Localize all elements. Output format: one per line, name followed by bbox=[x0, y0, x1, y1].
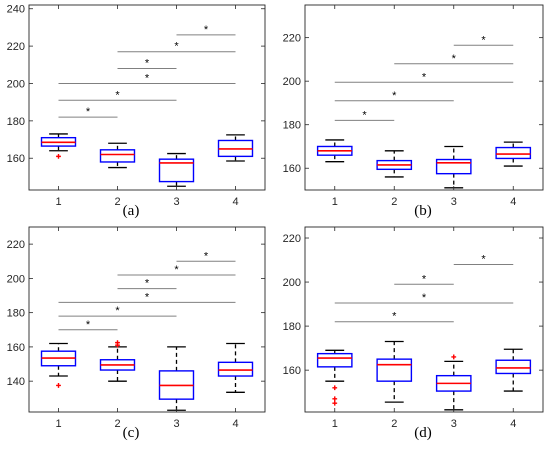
significance-marker: * bbox=[86, 319, 91, 331]
significance-marker: * bbox=[145, 278, 150, 290]
axes-frame bbox=[28, 226, 266, 413]
x-tick-label: 3 bbox=[173, 196, 179, 208]
x-tick-label: 3 bbox=[173, 418, 179, 430]
significance-marker: * bbox=[145, 291, 150, 303]
y-tick-label: 200 bbox=[283, 277, 301, 289]
significance-marker: * bbox=[86, 106, 91, 118]
significance-marker: * bbox=[115, 305, 120, 317]
box bbox=[316, 352, 353, 368]
box bbox=[99, 149, 136, 163]
outlier-marker bbox=[332, 400, 338, 406]
y-tick-label: 220 bbox=[283, 233, 301, 245]
x-tick-label: 3 bbox=[451, 196, 457, 208]
y-tick-label: 180 bbox=[283, 120, 301, 132]
y-tick-label: 200 bbox=[283, 76, 301, 88]
y-tick-label: 180 bbox=[283, 321, 301, 333]
axes-frame bbox=[304, 226, 544, 413]
panel-label-b: (b) bbox=[414, 203, 432, 219]
significance-marker: * bbox=[145, 58, 150, 70]
x-tick-label: 2 bbox=[391, 418, 397, 430]
axes-frame bbox=[28, 4, 266, 191]
x-tick-label: 1 bbox=[55, 418, 61, 430]
significance-marker: * bbox=[422, 273, 427, 285]
y-tick-label: 220 bbox=[283, 33, 301, 45]
significance-marker: * bbox=[145, 72, 150, 84]
significance-marker: * bbox=[392, 90, 397, 102]
y-tick-label: 160 bbox=[283, 365, 301, 377]
outlier-marker bbox=[56, 153, 61, 159]
chart-panel-4: * * * * 160 180 200 220 1 2 3 4 bbox=[283, 226, 544, 430]
significance-marker: * bbox=[422, 71, 427, 83]
outlier-marker bbox=[56, 383, 61, 388]
x-tick-label: 2 bbox=[391, 196, 397, 208]
outlier-marker bbox=[451, 354, 457, 360]
significance-marker: * bbox=[362, 109, 367, 121]
significance-marker: * bbox=[392, 311, 397, 323]
significance-marker: * bbox=[115, 89, 120, 101]
panel-label-c: (c) bbox=[122, 425, 140, 441]
x-tick-label: 1 bbox=[332, 418, 338, 430]
significance-marker: * bbox=[204, 24, 209, 36]
x-tick-label: 3 bbox=[451, 418, 457, 430]
y-tick-label: 160 bbox=[7, 342, 25, 354]
significance-marker: * bbox=[174, 41, 179, 53]
significance-marker: * bbox=[204, 250, 209, 262]
y-tick-label: 220 bbox=[7, 239, 25, 251]
x-tick-label: 4 bbox=[510, 196, 516, 208]
box bbox=[495, 359, 532, 375]
x-tick-label: 2 bbox=[114, 196, 120, 208]
significance-marker: * bbox=[481, 34, 486, 46]
axes-frame bbox=[304, 4, 544, 191]
chart-panel-2: * * * * * 160 180 200 220 1 2 3 4 bbox=[283, 4, 544, 208]
significance-marker: * bbox=[422, 292, 427, 304]
panel-label-d: (d) bbox=[414, 425, 432, 441]
box bbox=[495, 146, 532, 160]
x-tick-label: 4 bbox=[232, 196, 238, 208]
x-tick-label: 4 bbox=[232, 418, 238, 430]
x-tick-label: 1 bbox=[332, 196, 338, 208]
chart-panel-1: * * * * * * 160 180 200 220 240 1 2 3 4 bbox=[7, 4, 266, 208]
outlier-marker bbox=[332, 396, 338, 402]
box bbox=[158, 158, 195, 183]
x-tick-label: 1 bbox=[55, 196, 61, 208]
y-tick-label: 200 bbox=[7, 273, 25, 285]
panel-label-a: (a) bbox=[122, 203, 140, 219]
y-tick-label: 160 bbox=[283, 163, 301, 175]
outlier-marker bbox=[115, 340, 120, 346]
box bbox=[435, 158, 472, 175]
significance-marker: * bbox=[481, 253, 486, 265]
y-tick-label: 180 bbox=[7, 116, 25, 128]
y-tick-label: 160 bbox=[7, 153, 25, 165]
y-tick-label: 180 bbox=[7, 308, 25, 320]
significance-marker: * bbox=[452, 53, 457, 65]
y-tick-label: 220 bbox=[7, 41, 25, 53]
outlier-marker bbox=[332, 385, 338, 391]
box bbox=[376, 358, 413, 382]
significance-marker: * bbox=[174, 264, 179, 276]
x-tick-label: 4 bbox=[510, 418, 516, 430]
x-tick-label: 2 bbox=[114, 418, 120, 430]
y-tick-label: 140 bbox=[7, 376, 25, 388]
box bbox=[217, 361, 254, 377]
y-tick-label: 240 bbox=[7, 4, 25, 16]
y-tick-label: 200 bbox=[7, 78, 25, 90]
